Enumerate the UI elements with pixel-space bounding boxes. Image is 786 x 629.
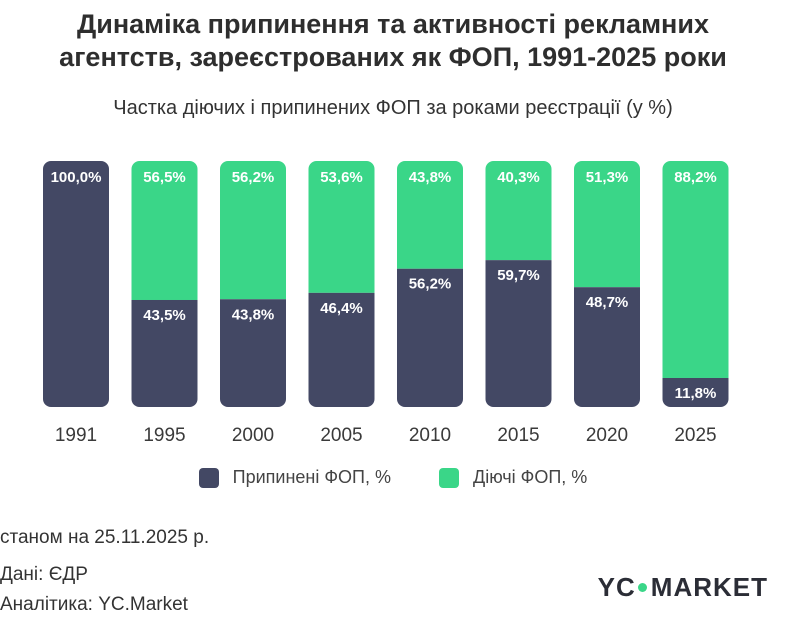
bar-active-2015	[485, 161, 552, 261]
bar-stopped-2025	[662, 377, 729, 407]
bar-active-2020	[574, 161, 640, 288]
bar-group-2005	[308, 161, 375, 407]
title-line-1: Динаміка припинення та активності реклам…	[77, 9, 709, 39]
bar-stopped-2010	[397, 268, 463, 407]
x-tick-1991: 1991	[55, 425, 97, 446]
x-tick-2015: 2015	[497, 425, 539, 446]
label-active-2020: 51,3%	[586, 169, 629, 186]
bar-group-2015	[485, 161, 552, 407]
x-tick-2010: 2010	[409, 425, 451, 446]
legend-swatch-stopped	[198, 467, 219, 488]
label-stopped-1995: 43,5%	[143, 307, 186, 324]
title-line-2: агентств, зареєстрованих як ФОП, 1991-20…	[59, 42, 727, 72]
legend: Припинені ФОП, % Діючі ФОП, %	[0, 467, 786, 488]
chart-subtitle: Частка діючих і припинених ФОП за роками…	[113, 97, 673, 119]
bar-stopped-2000	[220, 299, 286, 407]
bar-stopped-2015	[485, 260, 552, 407]
label-active-2010: 43,8%	[409, 169, 452, 186]
label-active-1995: 56,5%	[143, 169, 186, 186]
logo-right-text: MARKET	[650, 572, 768, 602]
legend-swatch-active	[439, 467, 459, 488]
bar-active-2010	[397, 161, 463, 269]
label-active-2000: 56,2%	[232, 169, 275, 186]
bar-active-2000	[220, 161, 286, 300]
source-note: Дані: ЄДР	[0, 564, 88, 585]
bar-group-1995	[131, 161, 198, 407]
label-stopped-2020: 48,7%	[586, 294, 629, 311]
label-stopped-1991: 100,0%	[51, 169, 102, 186]
chart-title: Динаміка припинення та активності реклам…	[0, 8, 786, 74]
bar-stopped-1991	[43, 161, 109, 407]
label-stopped-2015: 59,7%	[497, 267, 540, 284]
bar-group-1991	[43, 161, 109, 407]
bar-active-2025	[662, 161, 729, 378]
x-tick-2025: 2025	[674, 425, 716, 446]
bar-active-1995	[131, 161, 198, 300]
bar-stopped-2005	[308, 292, 375, 407]
analytics-note: Аналітика: YC.Market	[0, 594, 188, 615]
x-tick-1995: 1995	[143, 425, 185, 446]
bar-stopped-1995	[131, 299, 198, 407]
logo-dot-icon	[637, 583, 647, 592]
yc-market-logo: YC MARKET	[598, 572, 768, 603]
stacked-bar-chart: 100,0% 1991 56,5% 43,5% 1995 56,2% 43,8% 2000 53…	[43, 161, 729, 446]
label-active-2005: 53,6%	[320, 169, 363, 186]
label-stopped-2005: 46,4%	[320, 300, 363, 317]
label-stopped-2000: 43,8%	[232, 306, 275, 323]
bar-group-2025	[662, 161, 729, 407]
bar-stopped-2020	[574, 287, 640, 407]
label-stopped-2025: 11,8%	[675, 385, 717, 402]
bar-group-2020	[574, 161, 640, 407]
legend-item-active: Діючі ФОП, %	[439, 467, 587, 488]
logo-left-text: YC	[597, 572, 636, 602]
legend-item-stopped: Припинені ФОП, %	[198, 467, 391, 488]
label-active-2025: 88,2%	[674, 169, 717, 186]
x-tick-2000: 2000	[232, 425, 274, 446]
label-stopped-2010: 56,2%	[409, 276, 452, 293]
legend-label-active: Діючі ФОП, %	[473, 467, 588, 487]
bar-group-2000	[220, 161, 286, 407]
legend-label-stopped: Припинені ФОП, %	[232, 467, 391, 487]
bar-active-2005	[308, 161, 375, 293]
x-tick-2020: 2020	[586, 425, 628, 446]
date-note: станом на 25.11.2025 р.	[0, 527, 210, 548]
x-tick-2005: 2005	[320, 425, 362, 446]
label-active-2015: 40,3%	[497, 169, 540, 186]
bar-group-2010	[397, 161, 463, 407]
